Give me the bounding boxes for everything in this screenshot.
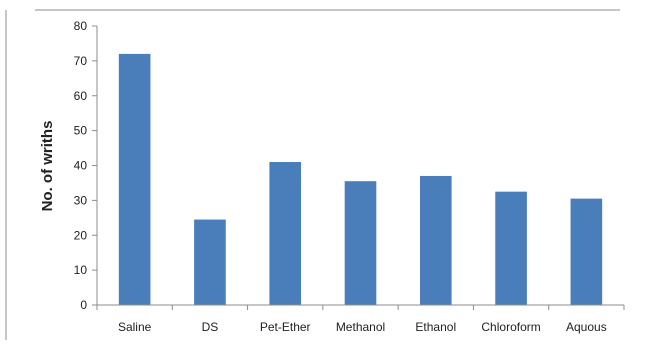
y-tick-label: 0 — [80, 298, 87, 312]
x-tick-label: Chloroform — [481, 320, 540, 334]
x-tick-label: Methanol — [336, 320, 385, 334]
y-axis-label: No. of wriths — [39, 121, 56, 212]
bar-ethanol — [419, 175, 452, 305]
y-tick-label: 40 — [74, 159, 88, 173]
bar-methanol — [344, 181, 377, 305]
bar-chloroform — [495, 191, 527, 305]
bar-pet-ether — [269, 162, 302, 305]
y-tick-label: 20 — [74, 228, 88, 242]
y-tick-label: 80 — [74, 19, 88, 33]
bar-ds — [194, 219, 226, 305]
x-tick-label: Saline — [118, 320, 152, 334]
x-tick-label: Aquous — [566, 320, 607, 334]
y-tick-label: 70 — [74, 54, 88, 68]
y-tick-label: 60 — [74, 89, 88, 103]
y-tick-label: 50 — [74, 124, 88, 138]
y-tick-label: 10 — [74, 263, 88, 277]
y-axis: 0 10 20 30 40 50 60 70 80 — [74, 19, 98, 312]
bar-aquous — [570, 198, 603, 305]
x-tick-label: Ethanol — [415, 320, 456, 334]
bars-group — [118, 53, 603, 306]
bar-saline — [118, 53, 151, 306]
x-tick-label: DS — [202, 320, 219, 334]
x-axis: Saline DS Pet-Ether Methanol Ethanol Chlorofo… — [96, 304, 625, 334]
x-tick-label: Pet-Ether — [260, 320, 311, 334]
y-tick-label: 30 — [74, 193, 88, 207]
